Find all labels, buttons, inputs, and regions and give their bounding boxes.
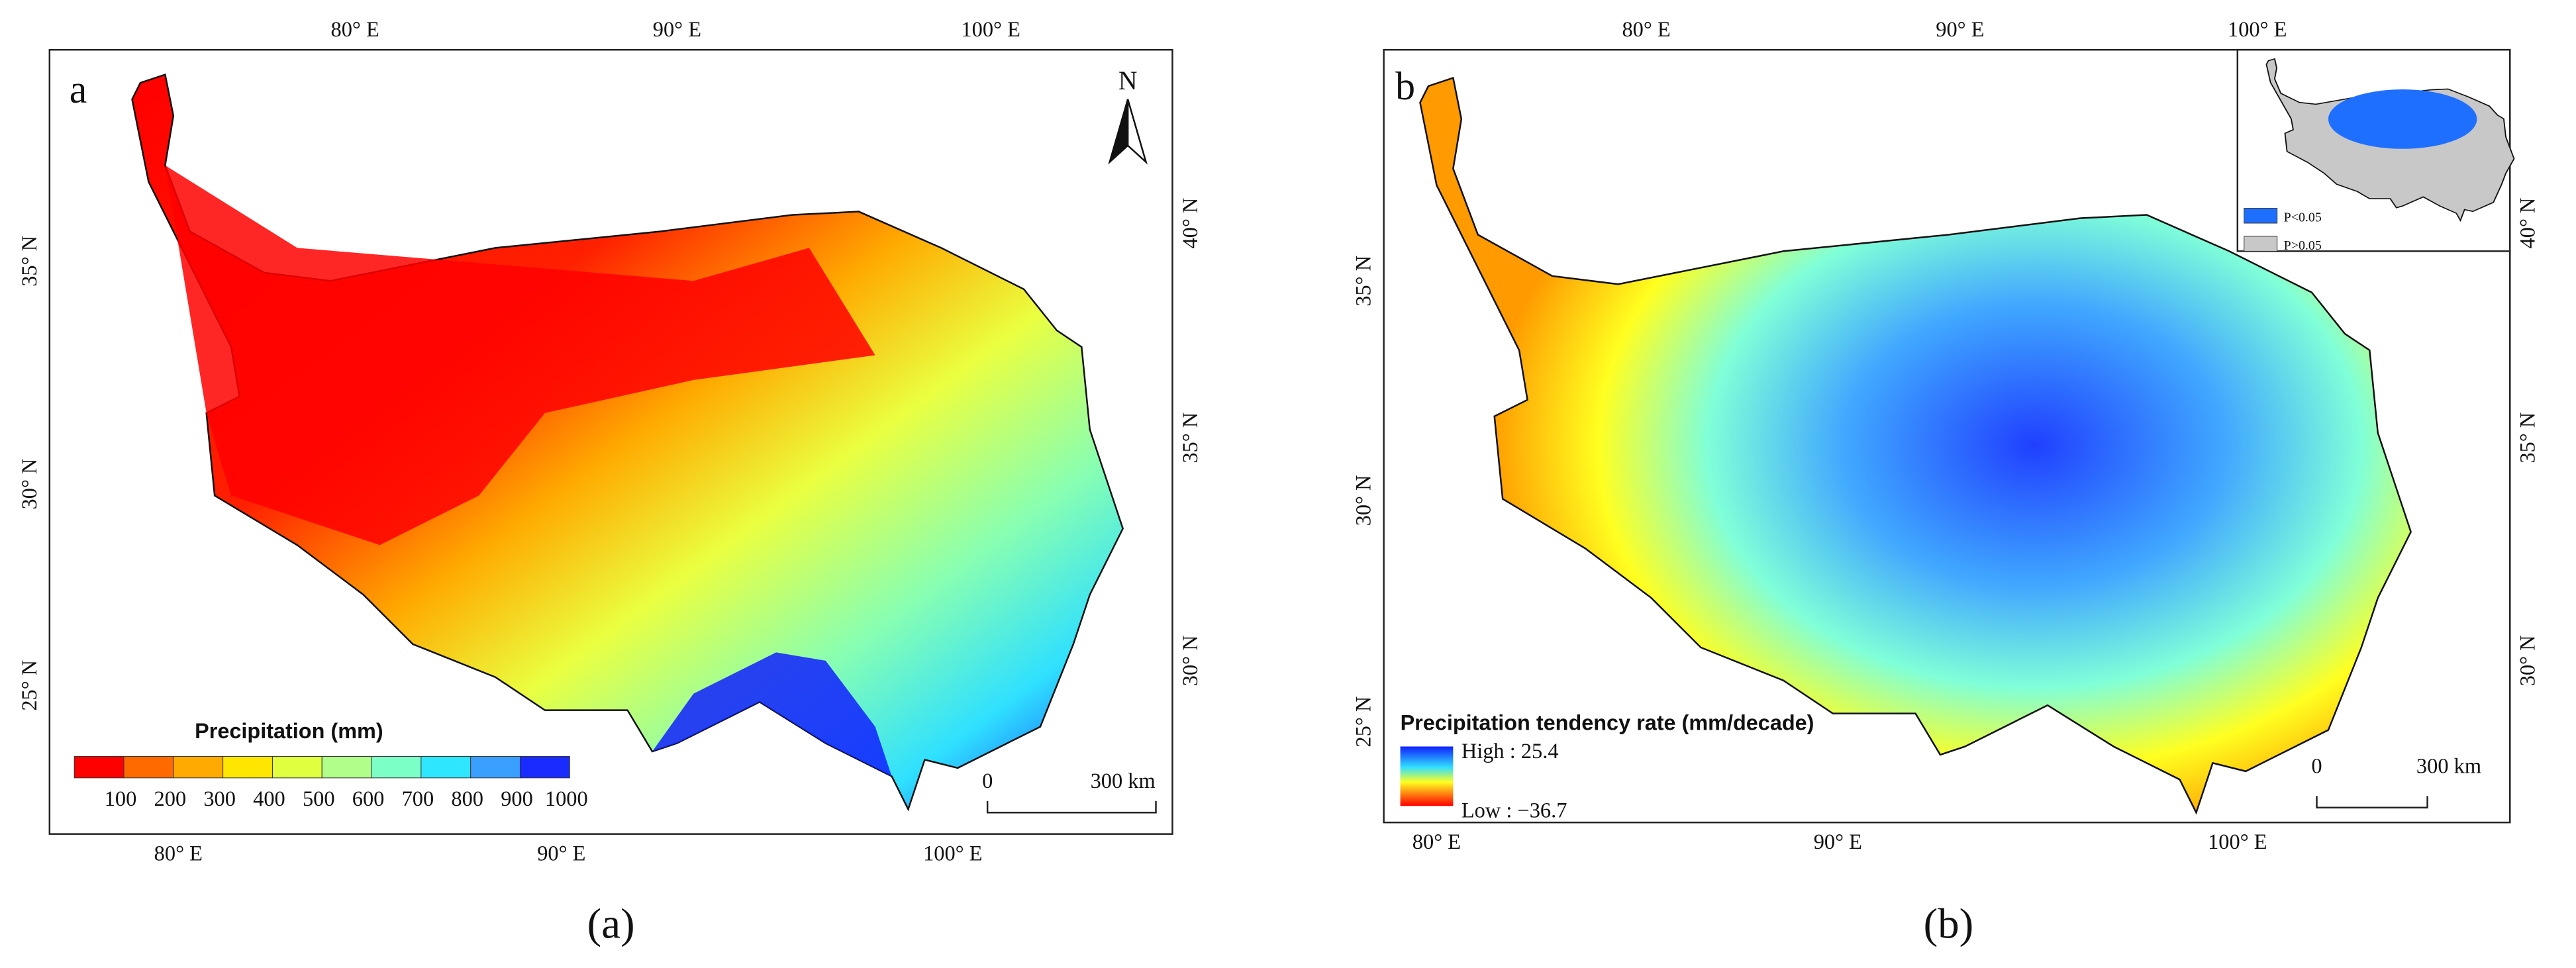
top-tick-label: 90° E [1936, 18, 1984, 42]
right-tick-label: 40° N [2516, 198, 2540, 249]
scale-bar [2316, 796, 2428, 808]
dry-zone [165, 165, 875, 546]
caption: (b) [1924, 900, 1974, 948]
left-tick-label: 30° N [18, 459, 42, 510]
right-tick-label: 40° N [1179, 198, 1203, 249]
legend-title: Precipitation (mm) [195, 719, 383, 743]
panel-b: b 80° E 90° E 100° E 80° E 90° E 100° E … [1352, 18, 2540, 948]
legend-label: 600 [352, 787, 385, 811]
legend-title: Precipitation tendency rate (mm/decade) [1401, 711, 1814, 735]
legend-gradient [1400, 746, 1454, 806]
scale-label: 300 km [1091, 769, 1156, 793]
inset-legend-swatch [2244, 236, 2278, 252]
inset-legend-label: P>0.05 [2284, 238, 2322, 253]
caption: (a) [587, 900, 635, 948]
top-tick-label: 90° E [653, 18, 701, 42]
north-arrow [1108, 99, 1129, 165]
map-frame [48, 48, 1173, 835]
inset-significant-area [2328, 89, 2477, 149]
bottom-tick-label: 90° E [537, 842, 585, 866]
scale-bar [986, 800, 1157, 814]
legend-label: 100 [105, 787, 137, 811]
north-arrow [1126, 99, 1148, 165]
legend-swatch [321, 755, 372, 779]
scale-label: 0 [982, 769, 993, 793]
inset-legend: P<0.05 P>0.05 [2244, 208, 2322, 253]
inset-legend-label: P<0.05 [2284, 211, 2322, 225]
legend-swatch [123, 755, 174, 779]
legend-swatch [519, 755, 570, 779]
left-tick-label: 35° N [18, 236, 42, 287]
legend-swatch [223, 755, 273, 779]
bottom-tick-label: 80° E [154, 842, 203, 866]
bottom-tick-label: 100° E [923, 842, 982, 866]
scale-label: 300 km [2416, 754, 2481, 778]
top-tick-label: 80° E [1622, 18, 1670, 42]
top-tick-label: 100° E [961, 18, 1020, 42]
bottom-tick-label: 90° E [1814, 830, 1862, 854]
panel-letter: b [1395, 64, 1415, 108]
legend-swatch [421, 755, 471, 779]
right-tick-label: 30° N [2516, 635, 2540, 686]
legend-swatch [470, 755, 520, 779]
legend-swatch [173, 755, 224, 779]
legend-high: High : 25.4 [1461, 740, 1559, 763]
panel-letter: a [70, 68, 87, 111]
map-frame [1383, 48, 2511, 824]
right-tick-label: 35° N [2516, 412, 2540, 463]
legend-label: 300 [203, 787, 236, 811]
bottom-tick-label: 80° E [1412, 830, 1461, 854]
scale-label: 0 [2311, 754, 2322, 778]
legend-swatch [371, 755, 422, 779]
legend-label: 500 [303, 787, 335, 811]
wet-zone [652, 652, 892, 777]
left-tick-label: 30° N [1352, 475, 1376, 526]
legend-label: 1000 [545, 787, 588, 811]
legend-low: Low : −36.7 [1461, 799, 1567, 823]
top-tick-label: 100° E [2228, 18, 2287, 42]
legend-swatch [74, 755, 124, 779]
panel-a: a 80° E 90° E 100° E 80° E 90° E 100° E … [18, 18, 1203, 948]
legend-label: 700 [402, 787, 434, 811]
top-tick-label: 80° E [330, 18, 379, 42]
bottom-tick-label: 100° E [2208, 830, 2267, 854]
right-tick-label: 30° N [1179, 635, 1203, 686]
legend-label: 200 [154, 787, 187, 811]
right-tick-label: 35° N [1179, 412, 1203, 463]
left-tick-label: 35° N [1352, 256, 1376, 307]
left-tick-label: 25° N [18, 660, 42, 711]
north-label: N [1118, 66, 1138, 95]
legend-label: 800 [451, 787, 483, 811]
legend: 100 200 300 400 500 600 700 800 900 1000 [74, 755, 588, 811]
legend-swatch [272, 755, 322, 779]
legend-label: 900 [501, 787, 533, 811]
legend-label: 400 [253, 787, 285, 811]
left-tick-label: 25° N [1352, 697, 1376, 748]
inset-legend-swatch [2244, 208, 2278, 224]
